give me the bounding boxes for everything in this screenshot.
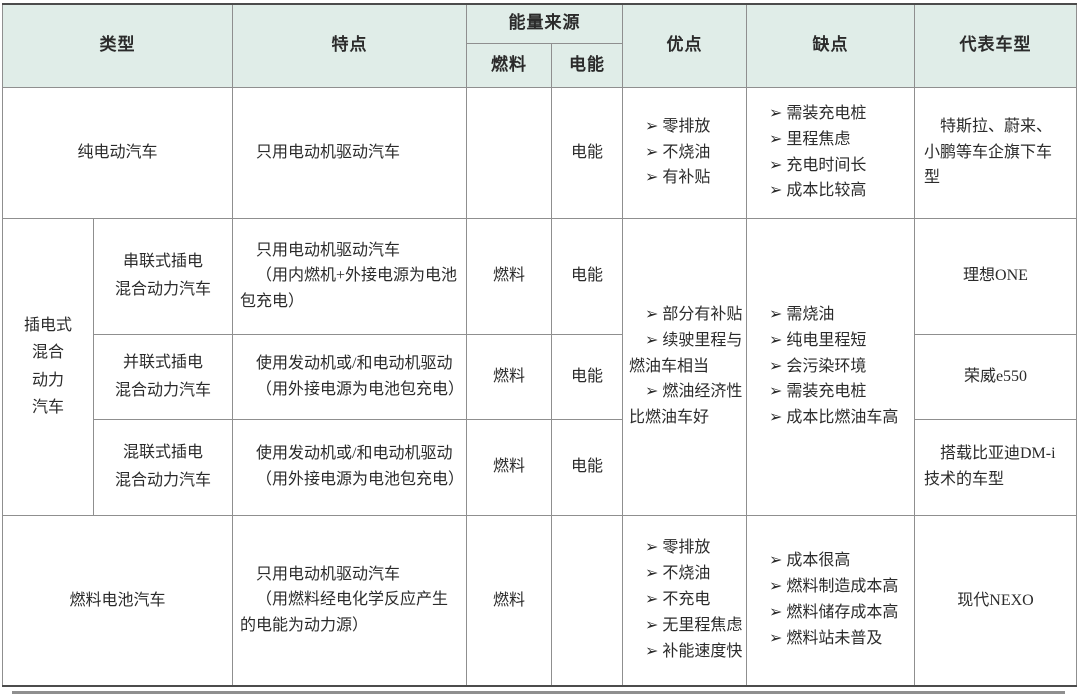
header-type: 类型 xyxy=(2,3,233,88)
phev-series-type-cell: 串联式插电混合动力汽车 xyxy=(93,217,233,335)
group-label-line: 汽车 xyxy=(31,398,64,416)
con-item: ➢ 会污染环境 xyxy=(769,357,867,375)
phev-parallel-fuel-cell: 燃料 xyxy=(466,333,552,420)
con-item: ➢ 成本比燃油车高 xyxy=(769,409,899,427)
phev-mixed-type-cell: 混联式插电混合动力汽车 xyxy=(93,418,233,516)
group-label-line: 动力 xyxy=(31,371,64,389)
con-item: ➢ 需装充电桩 xyxy=(769,383,867,401)
con-item: ➢ 需装充电桩 xyxy=(769,104,867,122)
phev-series-models-cell: 理想ONE xyxy=(914,217,1077,335)
header-electric: 电能 xyxy=(551,42,623,88)
phev-series-features-cell: 只用电动机驱动汽车 （用内燃机+外接电源为电池包充电） xyxy=(232,217,467,335)
fcev-features-cell: 只用电动机驱动汽车 （用燃料经电化学反应产生的电能为动力源） xyxy=(232,514,467,687)
row-phev-series: 插电式 混合 动力 汽车 串联式插电 混合动力汽车 只用电动机驱动汽车 （用内燃机+外接电… xyxy=(2,217,1077,516)
feature-line: 只用电动机驱动汽车 xyxy=(256,241,401,259)
header-cons: 缺点 xyxy=(746,3,915,88)
row-fcev: 燃料电池汽车 只用电动机驱动汽车 （用燃料经电化学反应产生的电能为动力源） 燃料 … xyxy=(2,514,1077,687)
feature-line: （用燃料经电化学反应产生的电能为动力源） xyxy=(240,591,449,635)
con-item: ➢ 充电时间长 xyxy=(769,156,867,174)
fcev-electric-cell xyxy=(551,514,623,687)
fcev-type-cell: 燃料电池汽车 xyxy=(2,514,233,687)
feature-line: （用内燃机+外接电源为电池包充电） xyxy=(240,267,458,310)
phev-cons-cell: ➢ 需烧油 ➢ 纯电里程短 ➢ 会污染环境 ➢ 需装充电桩 ➢ 成本比燃油车高 xyxy=(746,217,915,516)
phev-parallel-electric-cell: 电能 xyxy=(551,333,623,420)
pro-item: ➢ 补能速度快 xyxy=(645,643,743,661)
bev-models-cell: 特斯拉、蔚来、小鹏等车企旗下车型 xyxy=(914,86,1077,219)
ev-types-comparison-table: 类型 特点 能量来源 优点 缺点 代表车型 燃料 电能 纯电动汽车 只用电动机驱… xyxy=(2,3,1077,687)
subtype-line: 串联式插电 xyxy=(122,253,203,270)
table-body: 纯电动汽车 只用电动机驱动汽车 电能 ➢ 零排放 ➢ 不烧油 ➢ 有补贴 ➢ 需装充… xyxy=(2,86,1077,687)
feature-line: 只用电动机驱动汽车 xyxy=(256,143,401,161)
row-bev: 纯电动汽车 只用电动机驱动汽车 电能 ➢ 零排放 ➢ 不烧油 ➢ 有补贴 ➢ 需装充… xyxy=(2,86,1077,219)
pro-item: ➢ 燃油经济性比燃油车好 xyxy=(629,383,743,427)
bev-type-cell: 纯电动汽车 xyxy=(2,86,233,219)
con-item: ➢ 里程焦虑 xyxy=(769,130,851,148)
con-item: ➢ 成本比较高 xyxy=(769,182,867,200)
phev-parallel-features-cell: 使用发动机或/和电动机驱动 （用外接电源为电池包充电） xyxy=(232,333,467,420)
bev-features-cell: 只用电动机驱动汽车 xyxy=(232,86,467,219)
phev-series-fuel-cell: 燃料 xyxy=(466,217,552,335)
con-item: ➢ 燃料站未普及 xyxy=(769,630,883,648)
bev-electric-cell: 电能 xyxy=(551,86,623,219)
phev-parallel-type-cell: 并联式插电混合动力汽车 xyxy=(93,333,233,420)
header-models: 代表车型 xyxy=(914,3,1077,88)
phev-group-cell: 插电式 混合 动力 汽车 xyxy=(2,217,94,516)
row-phev-parallel: 并联式插电 混合动力汽车 使用发动机或/和电动机驱动 （用外接电源为电池包充电） 燃… xyxy=(3,333,1077,420)
header-pros: 优点 xyxy=(622,3,747,88)
bev-fuel-cell xyxy=(466,86,552,219)
feature-line: （用外接电源为电池包充电） xyxy=(256,380,465,398)
feature-line: 使用发动机或/和电动机驱动 xyxy=(256,354,453,372)
pro-item: ➢ 零排放 xyxy=(645,539,711,557)
con-item: ➢ 成本很高 xyxy=(769,552,851,570)
subtype-line: 混合动力汽车 xyxy=(114,381,211,399)
feature-line: （用外接电源为电池包充电） xyxy=(256,471,465,488)
feature-line: 只用电动机驱动汽车 xyxy=(256,565,401,583)
row-phev-mixed: 混联式插电混合动力汽车 使用发动机或/和电动机驱动 （用外接电源为电池包充电） 燃… xyxy=(3,418,1077,516)
fcev-cons-cell: ➢ 成本很高 ➢ 燃料制造成本高 ➢ 燃料储存成本高 ➢ 燃料站未普及 xyxy=(746,514,915,687)
con-item: ➢ 纯电里程短 xyxy=(769,331,867,349)
pro-item: ➢ 不充电 xyxy=(645,591,711,609)
table-header: 类型 特点 能量来源 优点 缺点 代表车型 燃料 电能 xyxy=(2,3,1077,88)
feature-line: 使用发动机或/和电动机驱动 xyxy=(256,445,453,463)
subtype-line: 混联式插电 xyxy=(122,444,203,461)
pro-item: ➢ 零排放 xyxy=(645,117,711,135)
subtype-line: 并联式插电 xyxy=(122,353,203,371)
phev-series-electric-cell: 电能 xyxy=(551,217,623,335)
subtype-line: 混合动力汽车 xyxy=(114,472,211,489)
table-continuation-edge xyxy=(12,691,1065,694)
pro-item: ➢ 续驶里程与燃油车相当 xyxy=(629,331,743,375)
pro-item: ➢ 有补贴 xyxy=(645,169,711,187)
con-item: ➢ 燃料储存成本高 xyxy=(769,604,899,622)
phev-mixed-features-cell: 使用发动机或/和电动机驱动 （用外接电源为电池包充电） xyxy=(232,418,467,516)
header-row-1: 类型 特点 能量来源 优点 缺点 代表车型 xyxy=(2,3,1077,88)
phev-mixed-electric-cell: 电能 xyxy=(551,418,623,516)
header-features: 特点 xyxy=(232,3,467,88)
con-item: ➢ 燃料制造成本高 xyxy=(769,578,899,596)
phev-mixed-fuel-cell: 燃料 xyxy=(466,418,552,516)
subtype-line: 混合动力汽车 xyxy=(114,281,211,298)
fcev-fuel-cell: 燃料 xyxy=(466,514,552,687)
header-fuel: 燃料 xyxy=(466,42,552,88)
pro-item: ➢ 部分有补贴 xyxy=(645,305,743,323)
phev-pros-cell: ➢ 部分有补贴 ➢ 续驶里程与燃油车相当 ➢ 燃油经济性比燃油车好 xyxy=(622,217,747,516)
header-row-2: 燃料 电能 xyxy=(3,42,1077,88)
fcev-models-cell: 现代NEXO xyxy=(914,514,1077,687)
con-item: ➢ 需烧油 xyxy=(769,305,835,323)
pro-item: ➢ 不烧油 xyxy=(645,143,711,161)
bev-pros-cell: ➢ 零排放 ➢ 不烧油 ➢ 有补贴 xyxy=(622,86,747,219)
bev-cons-cell: ➢ 需装充电桩 ➢ 里程焦虑 ➢ 充电时间长 ➢ 成本比较高 xyxy=(746,86,915,219)
header-energy-source: 能量来源 xyxy=(466,3,623,44)
phev-parallel-models-cell: 荣威e550 xyxy=(914,333,1077,420)
group-label-line: 混合 xyxy=(31,344,64,362)
fcev-pros-cell: ➢ 零排放 ➢ 不烧油 ➢ 不充电 ➢ 无里程焦虑 ➢ 补能速度快 xyxy=(622,514,747,687)
group-label-line: 插电式 xyxy=(23,317,72,335)
phev-mixed-models-cell: 搭载比亚迪DM-i技术的车型 xyxy=(914,418,1077,516)
pro-item: ➢ 不烧油 xyxy=(645,565,711,583)
pro-item: ➢ 无里程焦虑 xyxy=(645,617,743,635)
